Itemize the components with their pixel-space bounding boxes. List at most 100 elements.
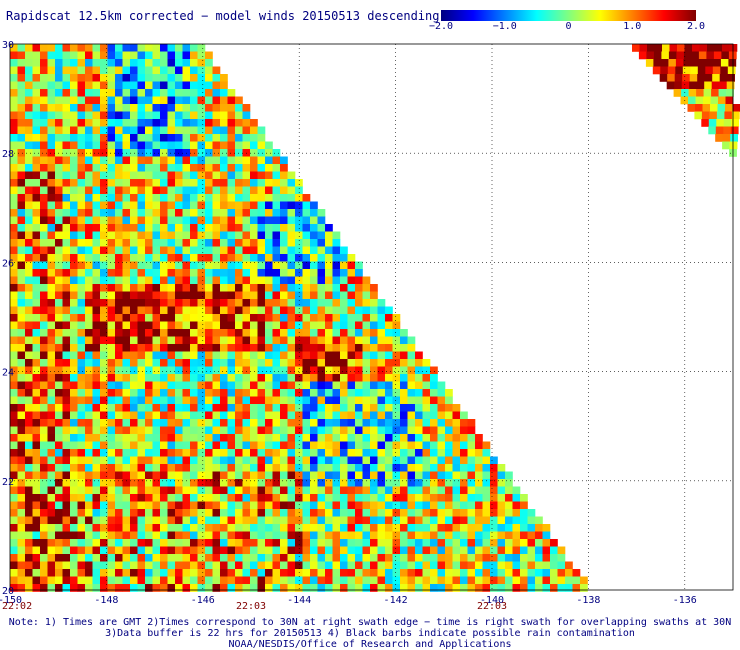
swath-cell (467, 501, 476, 510)
swath-cell (377, 494, 386, 502)
swath-cell (703, 96, 711, 105)
swath-cell (55, 441, 63, 450)
swath-cell (212, 74, 221, 82)
swath-cell (115, 141, 123, 150)
swath-cell (10, 471, 18, 480)
swath-cell (167, 119, 176, 127)
swath-cell (280, 291, 288, 300)
swath-cell (25, 291, 33, 300)
swath-cell (332, 509, 341, 517)
swath-cell (415, 576, 423, 585)
swath-cell (70, 329, 78, 337)
swath-cell (212, 209, 221, 217)
swath-cell (100, 149, 108, 157)
swath-cell (302, 351, 311, 360)
swath-cell (527, 584, 536, 592)
swath-cell (25, 494, 33, 502)
swath-cell (445, 389, 453, 397)
swath-cell (92, 509, 101, 517)
swath-cell (182, 329, 191, 337)
swath-cell (10, 74, 18, 82)
swath-cell (182, 224, 191, 232)
swath-cell (512, 539, 521, 547)
swath-cell (295, 389, 303, 397)
swath-cell (197, 336, 206, 345)
swath-cell (287, 569, 296, 577)
swath-cell (25, 344, 33, 352)
swath-cell (242, 156, 251, 165)
swath-cell (100, 119, 108, 127)
swath-cell (265, 209, 273, 217)
swath-cell (227, 404, 236, 412)
swath-cell (175, 306, 183, 315)
swath-cell (122, 74, 131, 82)
swath-cell (100, 209, 108, 217)
swath-cell (482, 494, 491, 502)
swath-cell (325, 516, 333, 525)
swath-cell (10, 404, 18, 412)
swath-cell (197, 59, 206, 67)
swath-cell (415, 584, 423, 592)
swath-cell (205, 74, 213, 82)
swath-cell (362, 366, 371, 375)
swath-cell (190, 284, 198, 292)
swath-cell (182, 479, 191, 487)
swath-cell (32, 411, 41, 420)
swath-cell (152, 381, 161, 390)
swath-cell (85, 164, 93, 172)
swath-cell (347, 359, 356, 367)
swath-cell (152, 186, 161, 195)
swath-cell (212, 351, 221, 360)
swath-cell (385, 524, 393, 532)
swath-cell (407, 486, 416, 495)
swath-cell (430, 441, 438, 450)
swath-cell (47, 299, 56, 307)
swath-cell (145, 111, 153, 120)
swath-cell (77, 569, 86, 577)
swath-cell (100, 179, 108, 187)
swath-cell (708, 126, 717, 135)
swath-cell (257, 426, 266, 435)
swath-cell (145, 494, 153, 502)
swath-cell (40, 479, 48, 487)
swath-cell (77, 494, 86, 502)
swath-cell (701, 119, 710, 127)
swath-cell (340, 299, 348, 307)
swath-cell (212, 344, 221, 352)
swath-cell (437, 419, 446, 427)
swath-cell (317, 524, 326, 532)
swath-cell (272, 539, 281, 547)
swath-cell (62, 66, 71, 75)
swath-cell (265, 456, 273, 465)
swath-cell (355, 441, 363, 450)
swath-cell (325, 269, 333, 277)
swath-cell (377, 299, 386, 307)
swath-cell (167, 74, 176, 82)
swath-cell (70, 269, 78, 277)
swath-cell (400, 434, 408, 442)
swath-cell (85, 471, 93, 480)
swath-cell (702, 104, 711, 112)
swath-cell (32, 291, 41, 300)
swath-cell (572, 576, 581, 585)
swath-cell (10, 321, 18, 330)
swath-cell (355, 374, 363, 382)
swath-cell (160, 531, 168, 540)
swath-cell (152, 276, 161, 285)
swath-cell (325, 456, 333, 465)
swath-cell (17, 119, 26, 127)
swath-cell (70, 134, 78, 142)
swath-cell (370, 576, 378, 585)
swath-cell (377, 464, 386, 472)
swath-cell (107, 524, 116, 532)
swath-cell (235, 569, 243, 577)
swath-cell (55, 156, 63, 165)
swath-cell (62, 171, 71, 180)
swath-cell (550, 546, 558, 555)
swath-cell (32, 524, 41, 532)
swath-cell (250, 524, 258, 532)
swath-cell (227, 366, 236, 375)
swath-cell (145, 351, 153, 360)
swath-cell (250, 479, 258, 487)
swath-cell (340, 479, 348, 487)
